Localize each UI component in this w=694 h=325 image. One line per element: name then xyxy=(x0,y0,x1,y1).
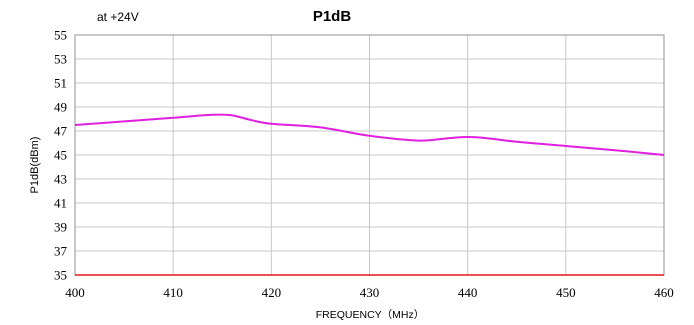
y-tick-label: 37 xyxy=(54,244,68,259)
y-tick-label: 51 xyxy=(54,76,67,91)
x-tick-labels: 400 410 420 430 440 450 460 xyxy=(65,285,674,300)
x-tick-label: 410 xyxy=(163,285,183,300)
y-tick-labels: 35 37 39 41 43 45 47 49 51 53 55 xyxy=(54,28,68,283)
x-axis-label: FREQUENCY（MHz） xyxy=(316,309,425,321)
x-tick-label: 430 xyxy=(360,285,380,300)
y-tick-label: 39 xyxy=(54,220,67,235)
x-tick-label: 420 xyxy=(262,285,282,300)
chart-subtitle: at +24V xyxy=(97,10,139,24)
series-line-p1db xyxy=(74,113,665,156)
x-tick-label: 460 xyxy=(654,285,674,300)
x-tick-label: 450 xyxy=(556,285,576,300)
x-tick-label: 400 xyxy=(65,285,85,300)
y-axis-label: P1dB(dBm) xyxy=(29,137,41,194)
y-tick-label: 45 xyxy=(54,148,67,163)
x-tick-label: 440 xyxy=(458,285,478,300)
chart-title: P1dB xyxy=(313,8,352,25)
y-tick-label: 35 xyxy=(54,268,67,283)
y-tick-label: 49 xyxy=(54,100,67,115)
y-tick-label: 47 xyxy=(54,124,68,139)
y-tick-label: 55 xyxy=(54,28,67,43)
y-tick-label: 43 xyxy=(54,172,67,187)
grid-lines xyxy=(75,35,664,275)
y-tick-label: 41 xyxy=(54,196,67,211)
y-tick-label: 53 xyxy=(54,52,67,67)
